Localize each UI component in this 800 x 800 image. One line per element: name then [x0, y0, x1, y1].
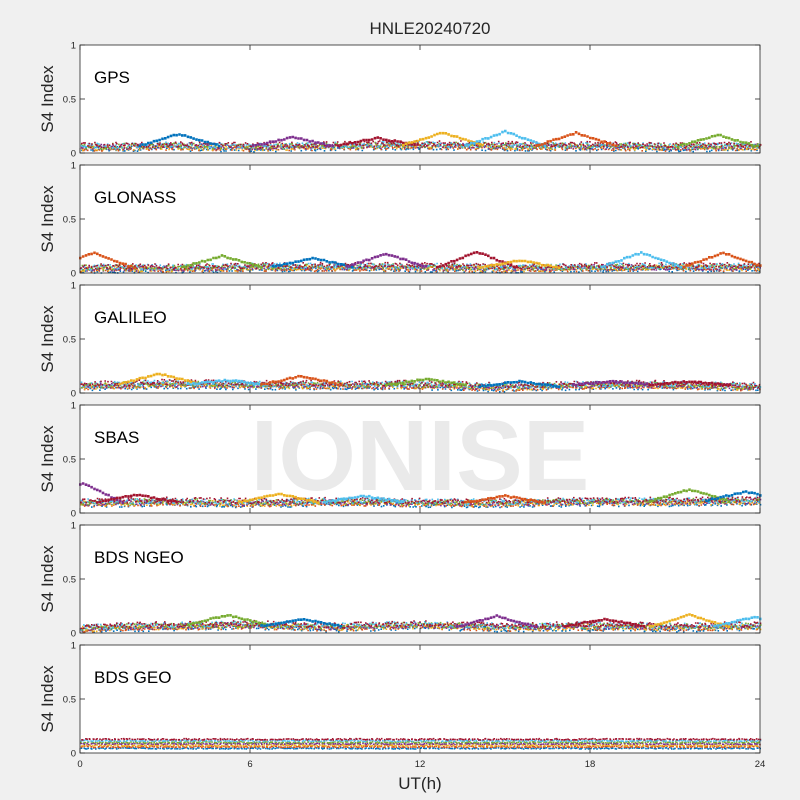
y-tick-label: 0 — [71, 149, 76, 160]
y-axis-label: S4 Index — [38, 305, 57, 373]
plot-area — [80, 525, 760, 633]
pass-peak — [648, 488, 731, 503]
pass-peak — [535, 131, 618, 147]
pass-peak — [96, 493, 178, 504]
panel-label: SBAS — [94, 428, 139, 447]
series-1-points — [81, 144, 760, 153]
pass-peak — [682, 251, 762, 269]
pass-peak — [478, 259, 561, 269]
pass-peak — [322, 494, 405, 504]
panel-galileo: 0 0.5 1 GALILEO S4 Index — [38, 281, 762, 400]
y-tick-label: 1 — [71, 521, 76, 532]
pass-peak — [563, 617, 646, 628]
y-tick-label: 1 — [71, 161, 76, 172]
series-6-points — [80, 379, 762, 389]
pass-peak — [345, 252, 428, 268]
x-tick-label: 18 — [585, 759, 596, 770]
panels-group: 0 0.5 1 GPS S4 Index 0 0.5 1 GLONASS S4 Index 0 0.5… — [38, 41, 765, 771]
pass-peak — [237, 492, 320, 504]
y-axis-label: S4 Index — [38, 185, 57, 253]
y-tick-label: 0.5 — [63, 455, 76, 466]
pass-peak — [251, 135, 334, 148]
y-tick-label: 0.5 — [63, 335, 76, 346]
panel-label: GPS — [94, 68, 130, 87]
y-tick-label: 1 — [71, 401, 76, 412]
y-tick-label: 1 — [71, 41, 76, 52]
y-axis-label: S4 Index — [38, 545, 57, 613]
pass-peak — [464, 494, 547, 504]
series-7-points — [80, 496, 761, 505]
pass-peak — [648, 380, 731, 387]
pass-peak — [260, 618, 343, 628]
scatter-series — [80, 737, 762, 750]
pass-peak — [478, 379, 561, 389]
series-4-points — [81, 621, 760, 632]
plot-area — [80, 285, 760, 393]
series-3-points — [81, 743, 761, 747]
pass-peak — [138, 133, 221, 148]
panel-bds-ngeo: 0 0.5 1 BDS NGEO S4 Index — [38, 521, 762, 640]
pass-peak — [79, 482, 125, 504]
x-tick-label: 0 — [77, 759, 82, 770]
scatter-series — [80, 613, 762, 633]
pass-peak — [336, 136, 419, 147]
x-tick-label: 24 — [755, 759, 766, 770]
pass-peak — [118, 372, 201, 386]
series-6-points — [80, 140, 761, 150]
panel-label: GALILEO — [94, 308, 167, 327]
series-7-points — [80, 619, 762, 630]
series-1-points — [80, 499, 762, 509]
series-4-points — [80, 742, 761, 746]
panel-sbas: 0 0.5 1 SBAS S4 Index — [38, 401, 762, 520]
series-4-points — [80, 263, 761, 272]
pass-peak — [572, 379, 654, 387]
panel-label: BDS GEO — [94, 668, 171, 687]
y-tick-label: 0.5 — [63, 215, 76, 226]
y-axis-label: S4 Index — [38, 665, 57, 733]
panel-label: GLONASS — [94, 188, 176, 207]
y-tick-label: 0 — [71, 749, 76, 760]
plot-area — [80, 645, 760, 753]
pass-peak — [260, 374, 343, 387]
y-axis-label: S4 Index — [38, 425, 57, 493]
panel-bds-geo: 0 0.5 1 BDS GEO S4 Index — [38, 641, 762, 760]
y-tick-label: 1 — [71, 641, 76, 652]
scatter-series — [80, 129, 762, 153]
y-tick-label: 0.5 — [63, 575, 76, 586]
y-tick-label: 0 — [71, 269, 76, 280]
y-tick-label: 0 — [71, 629, 76, 640]
panel-label: BDS NGEO — [94, 548, 184, 567]
series-7-points — [81, 737, 762, 741]
series-2-points — [80, 745, 761, 749]
series-4-points — [80, 380, 761, 391]
y-axis-label: S4 Index — [38, 65, 57, 133]
plot-area — [80, 405, 760, 513]
plot-area — [80, 45, 760, 153]
pass-peak — [676, 133, 759, 149]
y-tick-label: 0.5 — [63, 95, 76, 106]
scatter-series — [80, 372, 762, 393]
panel-gps: 0 0.5 1 GPS S4 Index — [38, 41, 762, 160]
y-tick-label: 0 — [71, 509, 76, 520]
scatter-series — [79, 482, 762, 509]
chart-title: HNLE20240720 — [370, 19, 491, 38]
pass-peak — [713, 615, 762, 628]
series-3-points — [81, 264, 761, 273]
plot-area — [80, 165, 760, 273]
y-tick-label: 1 — [71, 281, 76, 292]
y-tick-label: 0 — [71, 389, 76, 400]
series-7-points — [80, 378, 761, 389]
pass-peak — [385, 377, 467, 387]
x-axis-label: UT(h) — [398, 774, 441, 793]
pass-peak — [186, 378, 269, 387]
y-tick-label: 0.5 — [63, 695, 76, 706]
series-7-points — [81, 140, 762, 149]
pass-peak — [455, 614, 538, 629]
panel-glonass: 0 0.5 1 GLONASS S4 Index — [38, 161, 762, 280]
x-tick-label: 6 — [247, 759, 252, 770]
x-tick-label: 12 — [415, 759, 426, 770]
